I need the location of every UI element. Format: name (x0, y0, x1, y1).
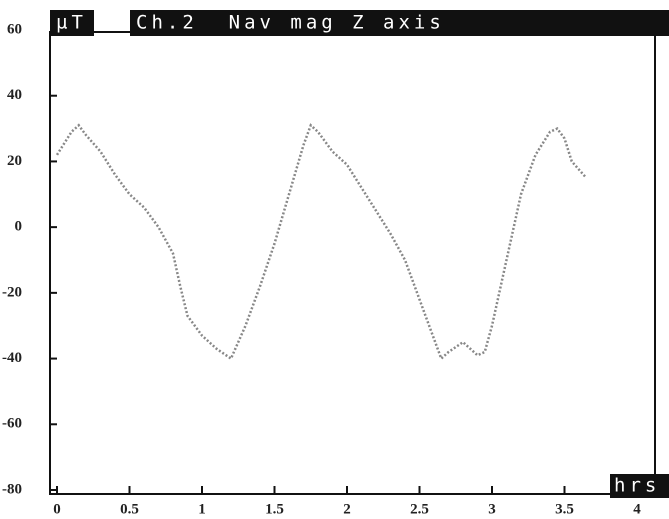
x-axis-label: hrs (614, 475, 660, 497)
x-tick-label: 3 (488, 501, 496, 517)
y-tick-label: -20 (2, 284, 22, 300)
x-tick-label: 4 (633, 501, 641, 517)
y-tick-label: -80 (2, 481, 22, 497)
x-tick-label: 3.5 (555, 501, 574, 517)
y-tick-label: 0 (15, 219, 23, 235)
x-tick-label: 2 (343, 501, 351, 517)
y-axis-label: µT (56, 12, 87, 34)
plot-frame (49, 31, 656, 495)
x-tick-label: 0 (53, 501, 61, 517)
y-tick-label: -60 (2, 416, 22, 432)
title-bar (130, 10, 669, 36)
chart-title: Ch.2 Nav mag Z axis (136, 12, 445, 34)
y-tick-label: -40 (2, 350, 22, 366)
y-tick-label: 60 (7, 21, 22, 37)
x-tick-label: 1.5 (265, 501, 284, 517)
y-tick-label: 20 (7, 153, 22, 169)
x-unit-box (610, 474, 669, 498)
x-tick-label: 2.5 (410, 501, 429, 517)
unit-box (50, 10, 94, 36)
data-line (55, 123, 588, 361)
y-tick-label: 40 (7, 87, 22, 103)
x-tick-label: 0.5 (120, 501, 139, 517)
x-tick-label: 1 (198, 501, 206, 517)
